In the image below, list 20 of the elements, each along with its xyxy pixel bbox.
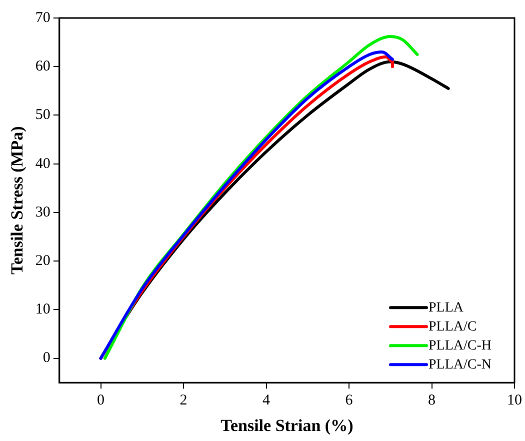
y-tick-label: 60: [35, 58, 50, 75]
y-tick-label: 10: [35, 302, 50, 318]
x-tick-label: 10: [507, 392, 522, 409]
x-tick-label: 4: [262, 392, 271, 409]
x-tick-label: 6: [345, 392, 354, 409]
y-tick-label: 30: [35, 204, 50, 220]
y-tick-label: 0: [42, 350, 50, 366]
x-axis-title: Tensile Strian (%): [220, 416, 354, 436]
y-tick-label: 70: [35, 10, 50, 26]
y-axis-title: Tensile Stress (MPa): [8, 126, 27, 274]
legend-label: PLLA/C-H: [428, 338, 492, 354]
legend-label: PLLA/C-N: [428, 357, 492, 372]
x-tick-label: 8: [428, 392, 436, 409]
y-tick-label: 20: [35, 253, 50, 270]
legend-label: PLLA: [428, 300, 464, 316]
x-tick-label: 2: [180, 392, 188, 409]
y-tick-label: 40: [35, 156, 50, 172]
y-tick-label: 50: [35, 107, 50, 124]
x-tick-label: 0: [97, 392, 105, 409]
legend-label: PLLA/C: [428, 319, 477, 334]
